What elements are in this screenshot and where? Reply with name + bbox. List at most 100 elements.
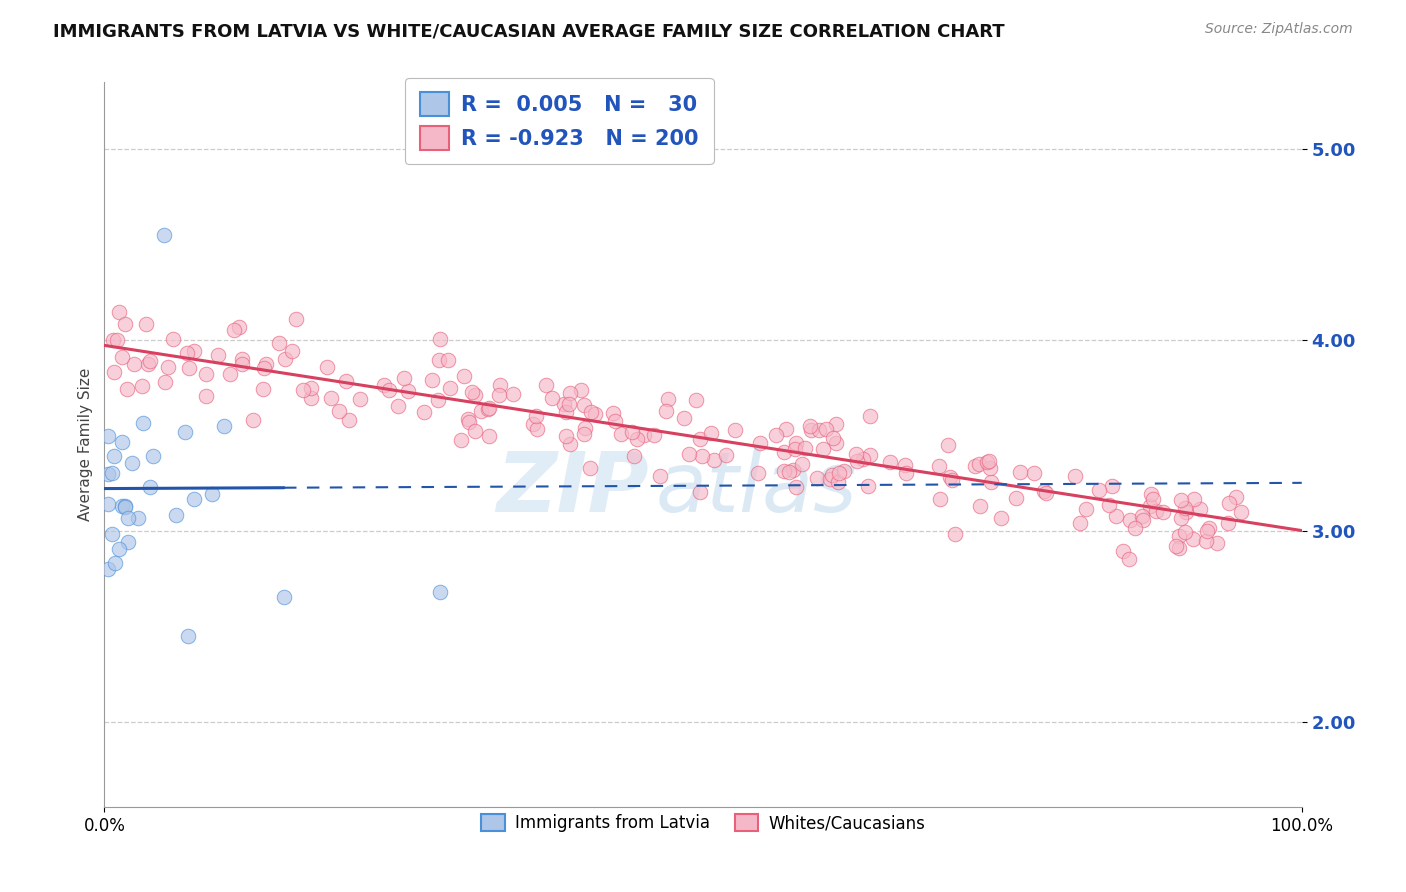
Point (477, 401, 499, 416)
Point (700, 426, 723, 441)
Point (1101, 479, 1123, 493)
Point (583, 407, 606, 421)
Point (655, 404, 678, 418)
Point (526, 422, 548, 436)
Point (1088, 483, 1111, 498)
Point (1112, 544, 1135, 558)
Point (1168, 541, 1191, 555)
Point (980, 475, 1002, 489)
Point (783, 442, 806, 456)
Point (1118, 552, 1140, 566)
Point (579, 404, 602, 418)
Point (224, 323, 246, 337)
Point (574, 398, 596, 412)
Point (825, 436, 848, 450)
Point (555, 429, 578, 443)
Point (825, 417, 848, 431)
Point (818, 472, 841, 486)
Point (943, 527, 966, 541)
Point (413, 405, 436, 419)
Point (231, 357, 253, 371)
Point (103, 557, 125, 571)
Point (574, 421, 596, 435)
Point (785, 435, 807, 450)
Point (793, 441, 815, 455)
Point (1164, 540, 1187, 554)
Point (103, 450, 125, 464)
Point (560, 437, 582, 451)
Point (291, 384, 314, 398)
Point (1008, 465, 1031, 479)
Point (394, 371, 416, 385)
Point (207, 348, 229, 362)
Point (772, 465, 794, 479)
Point (117, 511, 139, 525)
Point (114, 500, 136, 514)
Point (541, 392, 564, 406)
Point (692, 449, 714, 463)
Point (231, 352, 253, 367)
Point (122, 357, 145, 371)
Point (100, 526, 122, 541)
Point (574, 427, 596, 442)
Point (852, 452, 875, 467)
Point (464, 388, 486, 402)
Point (107, 542, 129, 557)
Point (273, 591, 295, 605)
Point (114, 317, 136, 331)
Point (1152, 505, 1174, 519)
Point (990, 511, 1012, 525)
Point (879, 455, 901, 469)
Point (242, 413, 264, 427)
Point (165, 508, 187, 523)
Point (420, 373, 443, 387)
Point (252, 360, 274, 375)
Point (643, 427, 665, 442)
Point (724, 423, 747, 437)
Point (1064, 469, 1087, 483)
Point (183, 491, 205, 506)
Point (799, 418, 821, 433)
Point (1144, 503, 1167, 517)
Point (1140, 487, 1163, 501)
Point (603, 414, 626, 428)
Point (553, 397, 575, 411)
Point (121, 457, 143, 471)
Point (1225, 490, 1247, 504)
Point (201, 487, 224, 501)
Point (536, 378, 558, 392)
Point (97, 467, 120, 481)
Point (269, 336, 291, 351)
Point (554, 405, 576, 419)
Point (522, 417, 544, 431)
Point (117, 535, 139, 549)
Point (429, 584, 451, 599)
Point (115, 382, 138, 396)
Point (316, 360, 339, 375)
Point (558, 386, 581, 401)
Point (111, 499, 134, 513)
Legend: Immigrants from Latvia, Whites/Caucasians: Immigrants from Latvia, Whites/Caucasian… (475, 807, 932, 839)
Point (97, 497, 120, 511)
Point (1132, 513, 1154, 527)
Text: Source: ZipAtlas.com: Source: ZipAtlas.com (1205, 22, 1353, 37)
Point (765, 428, 787, 442)
Point (103, 366, 125, 380)
Point (132, 416, 155, 430)
Point (219, 367, 242, 381)
Point (1230, 505, 1253, 519)
Point (894, 466, 917, 480)
Point (858, 479, 880, 493)
Point (929, 491, 952, 506)
Point (845, 447, 868, 461)
Point (177, 629, 200, 643)
Point (108, 305, 131, 319)
Point (602, 406, 624, 420)
Point (328, 403, 350, 417)
Point (571, 384, 593, 398)
Point (450, 433, 472, 447)
Point (373, 378, 395, 392)
Point (773, 445, 796, 459)
Point (157, 359, 180, 374)
Point (437, 352, 460, 367)
